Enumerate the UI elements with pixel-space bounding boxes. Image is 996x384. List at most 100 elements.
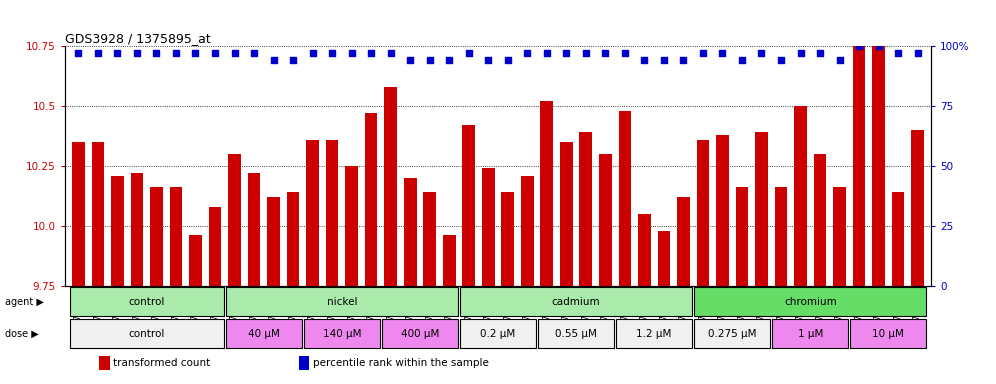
Point bbox=[364, 50, 379, 56]
Point bbox=[675, 57, 691, 63]
Bar bbox=[267, 197, 280, 286]
Text: 400 μM: 400 μM bbox=[400, 329, 439, 339]
Text: transformed count: transformed count bbox=[114, 358, 210, 368]
FancyBboxPatch shape bbox=[694, 287, 926, 316]
Point bbox=[285, 57, 301, 63]
Bar bbox=[736, 187, 748, 286]
Point bbox=[480, 57, 496, 63]
Point bbox=[441, 57, 457, 63]
Bar bbox=[346, 166, 358, 286]
Point bbox=[695, 50, 711, 56]
FancyBboxPatch shape bbox=[772, 319, 849, 348]
Point bbox=[226, 50, 242, 56]
Point bbox=[598, 50, 614, 56]
Bar bbox=[891, 192, 904, 286]
FancyBboxPatch shape bbox=[70, 319, 224, 348]
Text: 0.275 μM: 0.275 μM bbox=[708, 329, 756, 339]
Text: agent ▶: agent ▶ bbox=[5, 297, 44, 307]
Point bbox=[871, 43, 886, 49]
Point bbox=[187, 50, 203, 56]
Point bbox=[636, 57, 652, 63]
Point bbox=[773, 57, 789, 63]
Point bbox=[382, 50, 398, 56]
Bar bbox=[482, 168, 495, 286]
Bar bbox=[423, 192, 436, 286]
Point bbox=[402, 57, 418, 63]
FancyBboxPatch shape bbox=[226, 319, 302, 348]
Point bbox=[793, 50, 809, 56]
Bar bbox=[834, 187, 846, 286]
FancyBboxPatch shape bbox=[538, 319, 615, 348]
Bar bbox=[677, 197, 690, 286]
Bar bbox=[814, 154, 827, 286]
FancyBboxPatch shape bbox=[851, 319, 926, 348]
Text: 0.55 μM: 0.55 μM bbox=[555, 329, 597, 339]
Bar bbox=[462, 125, 475, 286]
FancyBboxPatch shape bbox=[460, 319, 536, 348]
FancyBboxPatch shape bbox=[381, 319, 458, 348]
Point bbox=[305, 50, 321, 56]
Text: nickel: nickel bbox=[327, 297, 358, 307]
Point bbox=[246, 50, 262, 56]
Point bbox=[168, 50, 184, 56]
Bar bbox=[696, 139, 709, 286]
Text: control: control bbox=[128, 297, 165, 307]
Bar bbox=[299, 356, 309, 370]
Bar bbox=[189, 235, 202, 286]
Point bbox=[519, 50, 535, 56]
Point bbox=[656, 57, 672, 63]
Bar bbox=[72, 142, 85, 286]
Bar bbox=[716, 135, 729, 286]
FancyBboxPatch shape bbox=[617, 319, 692, 348]
Point bbox=[344, 50, 360, 56]
Bar bbox=[100, 356, 110, 370]
Point bbox=[148, 50, 164, 56]
Bar bbox=[794, 106, 807, 286]
Point bbox=[578, 50, 594, 56]
FancyBboxPatch shape bbox=[304, 319, 379, 348]
Point bbox=[714, 50, 730, 56]
Bar bbox=[638, 214, 650, 286]
Bar bbox=[248, 173, 260, 286]
Point bbox=[617, 50, 632, 56]
Point bbox=[812, 50, 828, 56]
Bar bbox=[560, 142, 573, 286]
Text: GDS3928 / 1375895_at: GDS3928 / 1375895_at bbox=[65, 32, 210, 45]
Point bbox=[90, 50, 106, 56]
Point bbox=[421, 57, 437, 63]
Point bbox=[890, 50, 906, 56]
Text: 0.2 μM: 0.2 μM bbox=[480, 329, 516, 339]
Bar bbox=[872, 0, 884, 286]
Bar bbox=[384, 87, 397, 286]
Bar bbox=[501, 192, 514, 286]
Bar bbox=[443, 235, 455, 286]
FancyBboxPatch shape bbox=[694, 319, 770, 348]
Bar bbox=[150, 187, 162, 286]
Text: percentile rank within the sample: percentile rank within the sample bbox=[313, 358, 488, 368]
Bar bbox=[287, 192, 300, 286]
Bar bbox=[209, 207, 221, 286]
Point bbox=[500, 57, 516, 63]
Bar bbox=[911, 130, 924, 286]
Bar bbox=[619, 111, 631, 286]
Text: 10 μM: 10 μM bbox=[872, 329, 904, 339]
Point bbox=[461, 50, 477, 56]
Point bbox=[110, 50, 125, 56]
Text: control: control bbox=[128, 329, 165, 339]
Bar bbox=[853, 0, 866, 286]
Point bbox=[128, 50, 145, 56]
Bar bbox=[365, 113, 377, 286]
Point bbox=[539, 50, 555, 56]
Bar bbox=[169, 187, 182, 286]
Point bbox=[909, 50, 925, 56]
Bar bbox=[599, 154, 612, 286]
Bar bbox=[326, 139, 339, 286]
Text: dose ▶: dose ▶ bbox=[5, 329, 39, 339]
Bar bbox=[130, 173, 143, 286]
Point bbox=[754, 50, 770, 56]
Bar bbox=[775, 187, 787, 286]
Bar bbox=[112, 175, 124, 286]
FancyBboxPatch shape bbox=[70, 287, 224, 316]
Text: 1.2 μM: 1.2 μM bbox=[636, 329, 672, 339]
Bar bbox=[306, 139, 319, 286]
